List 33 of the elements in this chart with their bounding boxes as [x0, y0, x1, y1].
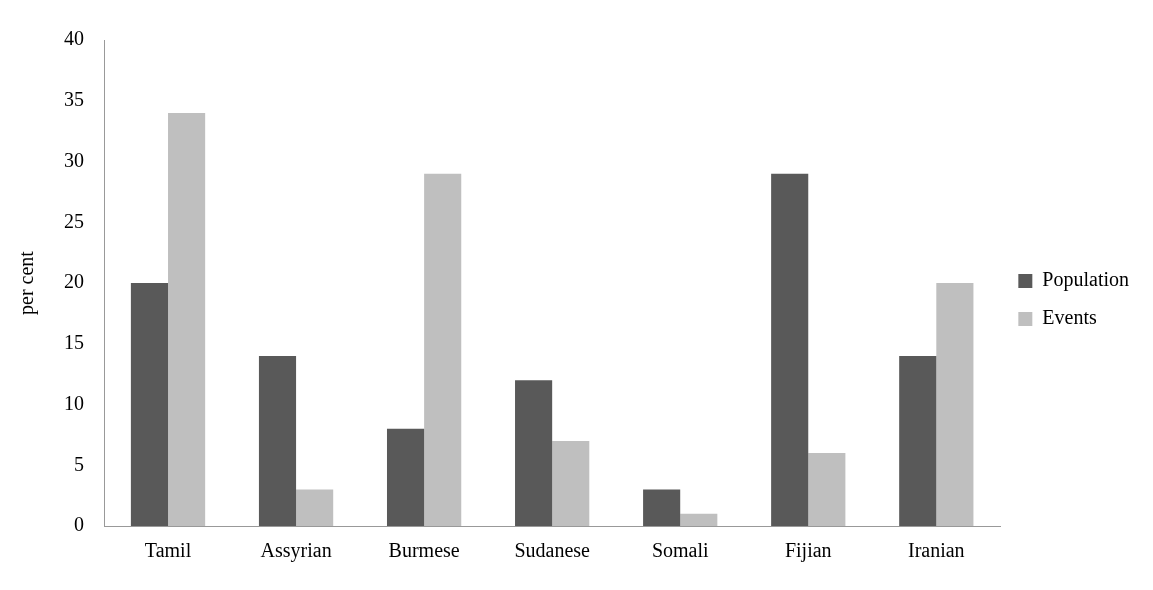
bar	[130, 283, 169, 526]
y-tick-label: 15	[64, 331, 84, 353]
bar	[515, 380, 553, 526]
x-tick-label: Tamil	[144, 539, 192, 562]
bar	[296, 489, 334, 526]
bar	[680, 513, 718, 526]
legend-label: Population	[1042, 268, 1129, 292]
y-tick-label: 30	[64, 148, 84, 171]
x-tick-label: Somali	[651, 539, 709, 562]
legend-label: Events	[1042, 306, 1097, 329]
x-tick-label: Fijian	[784, 539, 832, 563]
y-tick-label: 25	[64, 209, 84, 232]
x-tick-label: Iranian	[907, 539, 965, 562]
x-tick-label: Assyrian	[260, 539, 332, 563]
bar	[552, 440, 590, 526]
y-tick-label: 35	[64, 88, 84, 110]
x-tick-label: Sudanese	[514, 539, 591, 562]
y-tick-label: 10	[64, 391, 84, 414]
y-tick-label: 40	[64, 27, 84, 50]
bar	[168, 112, 206, 526]
bar	[899, 355, 937, 526]
bar	[424, 173, 462, 526]
y-tick-label: 5	[74, 452, 84, 475]
bar	[936, 283, 974, 526]
bar	[258, 355, 297, 526]
bar	[386, 428, 425, 526]
bar	[808, 453, 846, 526]
bar	[771, 173, 809, 526]
y-tick-label: 20	[64, 270, 84, 293]
bar	[643, 489, 681, 526]
x-tick-label: Burmese	[388, 539, 460, 562]
y-axis-title: per cent	[15, 250, 39, 315]
y-tick-label: 0	[74, 513, 84, 536]
